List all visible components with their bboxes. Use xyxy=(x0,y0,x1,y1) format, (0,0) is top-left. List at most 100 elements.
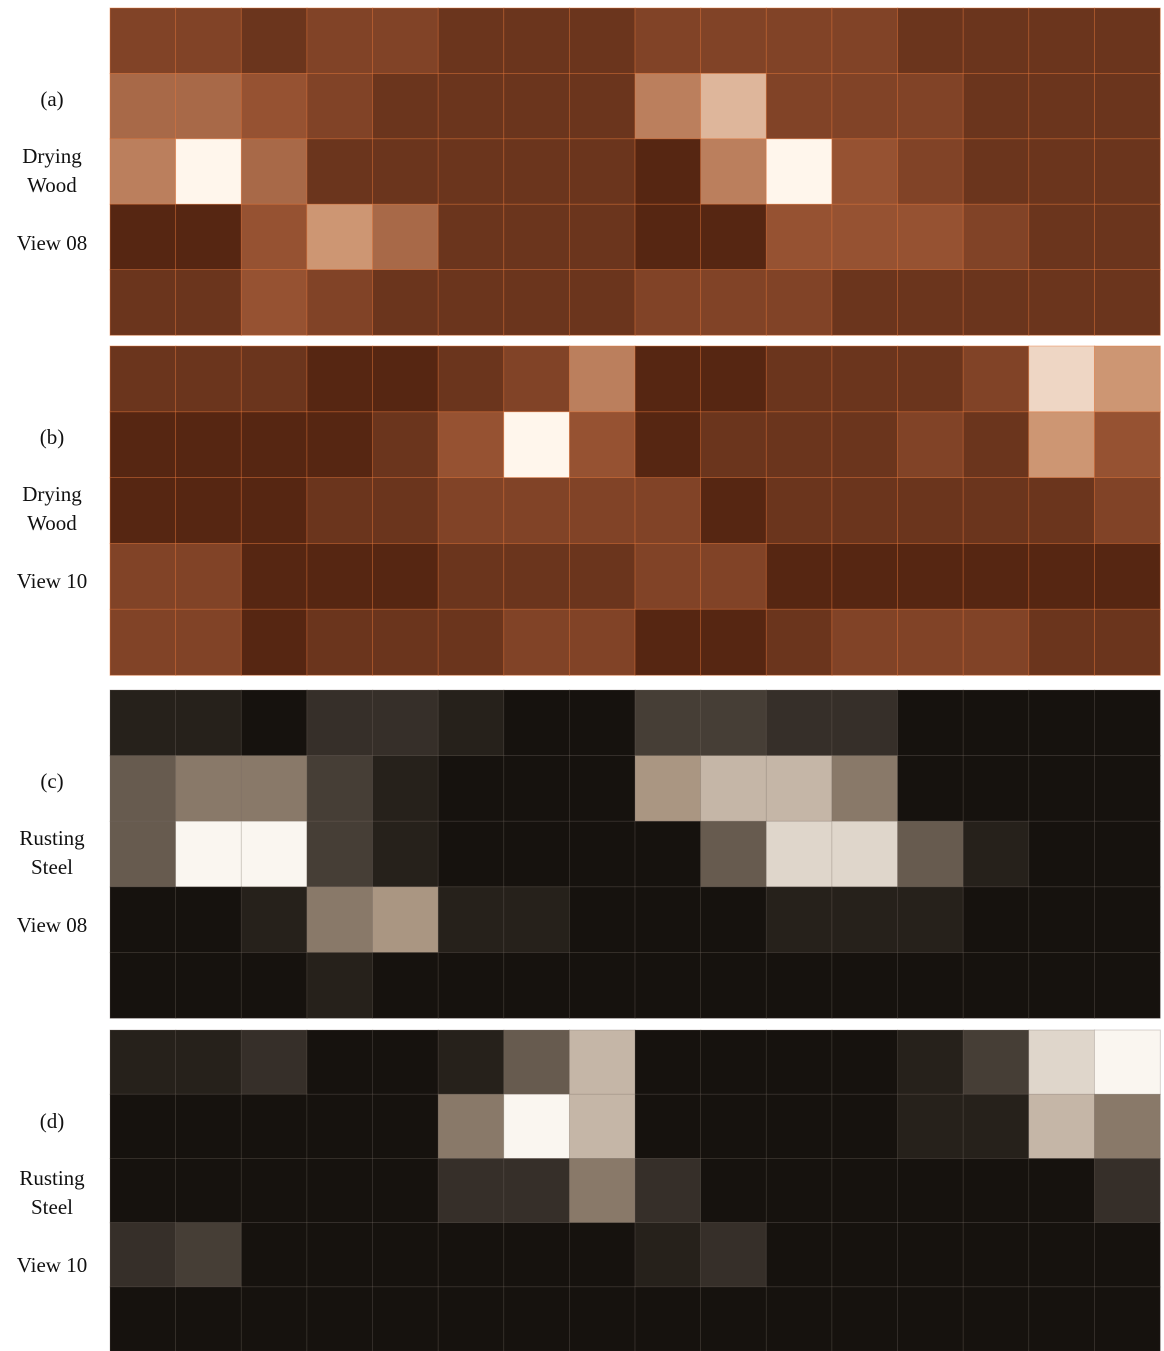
tile xyxy=(963,609,1029,675)
tile xyxy=(373,543,439,609)
tile xyxy=(898,204,964,270)
tile xyxy=(176,1158,242,1223)
tile xyxy=(307,1223,373,1288)
tile xyxy=(110,346,176,412)
tile xyxy=(373,1223,439,1288)
tile xyxy=(832,412,898,478)
tile xyxy=(832,204,898,270)
tile xyxy=(438,690,504,756)
tile xyxy=(1029,1287,1095,1351)
tile xyxy=(110,887,176,953)
tile xyxy=(307,887,373,953)
tile xyxy=(241,690,307,756)
tile xyxy=(504,887,570,953)
tile xyxy=(307,1030,373,1095)
tile xyxy=(307,139,373,205)
tile xyxy=(176,412,242,478)
tile xyxy=(569,1094,635,1159)
tile xyxy=(898,756,964,822)
tile xyxy=(1029,204,1095,270)
tile xyxy=(373,346,439,412)
tile xyxy=(766,73,832,139)
tile xyxy=(241,1223,307,1288)
tile xyxy=(307,952,373,1018)
tile xyxy=(635,1287,701,1351)
tile xyxy=(1094,73,1160,139)
tile xyxy=(1029,1158,1095,1223)
panel-view: View 08 xyxy=(17,913,87,937)
tile xyxy=(438,1158,504,1223)
tile xyxy=(504,270,570,336)
tile xyxy=(963,690,1029,756)
tile xyxy=(766,609,832,675)
tile xyxy=(438,478,504,544)
tile xyxy=(1029,412,1095,478)
tile xyxy=(832,73,898,139)
tile xyxy=(569,8,635,74)
tile xyxy=(701,952,767,1018)
tile xyxy=(569,478,635,544)
panel-label: Drying xyxy=(22,482,82,506)
tile xyxy=(1094,1030,1160,1095)
tile xyxy=(241,204,307,270)
tile xyxy=(766,346,832,412)
tile xyxy=(832,952,898,1018)
tile xyxy=(438,139,504,205)
tile xyxy=(963,887,1029,953)
tile xyxy=(963,8,1029,74)
tile xyxy=(635,609,701,675)
tile xyxy=(635,821,701,887)
tile xyxy=(898,1094,964,1159)
tile xyxy=(307,412,373,478)
tile xyxy=(110,412,176,478)
tile xyxy=(832,690,898,756)
tile xyxy=(1029,1030,1095,1095)
tile xyxy=(1094,204,1160,270)
tile xyxy=(766,952,832,1018)
tile xyxy=(438,8,504,74)
tile xyxy=(373,412,439,478)
tile xyxy=(176,1287,242,1351)
tile xyxy=(1094,952,1160,1018)
tile xyxy=(832,1223,898,1288)
tile xyxy=(701,543,767,609)
tile xyxy=(1094,887,1160,953)
tile xyxy=(1094,756,1160,822)
tile xyxy=(1029,821,1095,887)
tile xyxy=(241,8,307,74)
tile xyxy=(701,1223,767,1288)
tile xyxy=(963,204,1029,270)
tile xyxy=(241,270,307,336)
image-grid xyxy=(110,8,1160,335)
tile xyxy=(241,1094,307,1159)
tile xyxy=(701,887,767,953)
tile xyxy=(438,1223,504,1288)
tile xyxy=(832,1094,898,1159)
tile xyxy=(635,1158,701,1223)
tile xyxy=(307,690,373,756)
image-grid xyxy=(110,690,1160,1018)
tile xyxy=(241,609,307,675)
tile xyxy=(898,887,964,953)
tile xyxy=(635,270,701,336)
tile xyxy=(241,821,307,887)
tile xyxy=(176,609,242,675)
tile xyxy=(832,346,898,412)
tile xyxy=(701,1030,767,1095)
tile xyxy=(307,73,373,139)
tile xyxy=(438,270,504,336)
panel-label: Wood xyxy=(27,173,77,197)
tile xyxy=(635,139,701,205)
tile xyxy=(438,756,504,822)
tile xyxy=(110,756,176,822)
tile xyxy=(832,8,898,74)
tile xyxy=(373,139,439,205)
tile xyxy=(898,346,964,412)
tile xyxy=(110,1223,176,1288)
tile xyxy=(176,690,242,756)
tile xyxy=(701,609,767,675)
tile xyxy=(701,478,767,544)
tile xyxy=(832,887,898,953)
tile xyxy=(110,609,176,675)
tile xyxy=(963,821,1029,887)
